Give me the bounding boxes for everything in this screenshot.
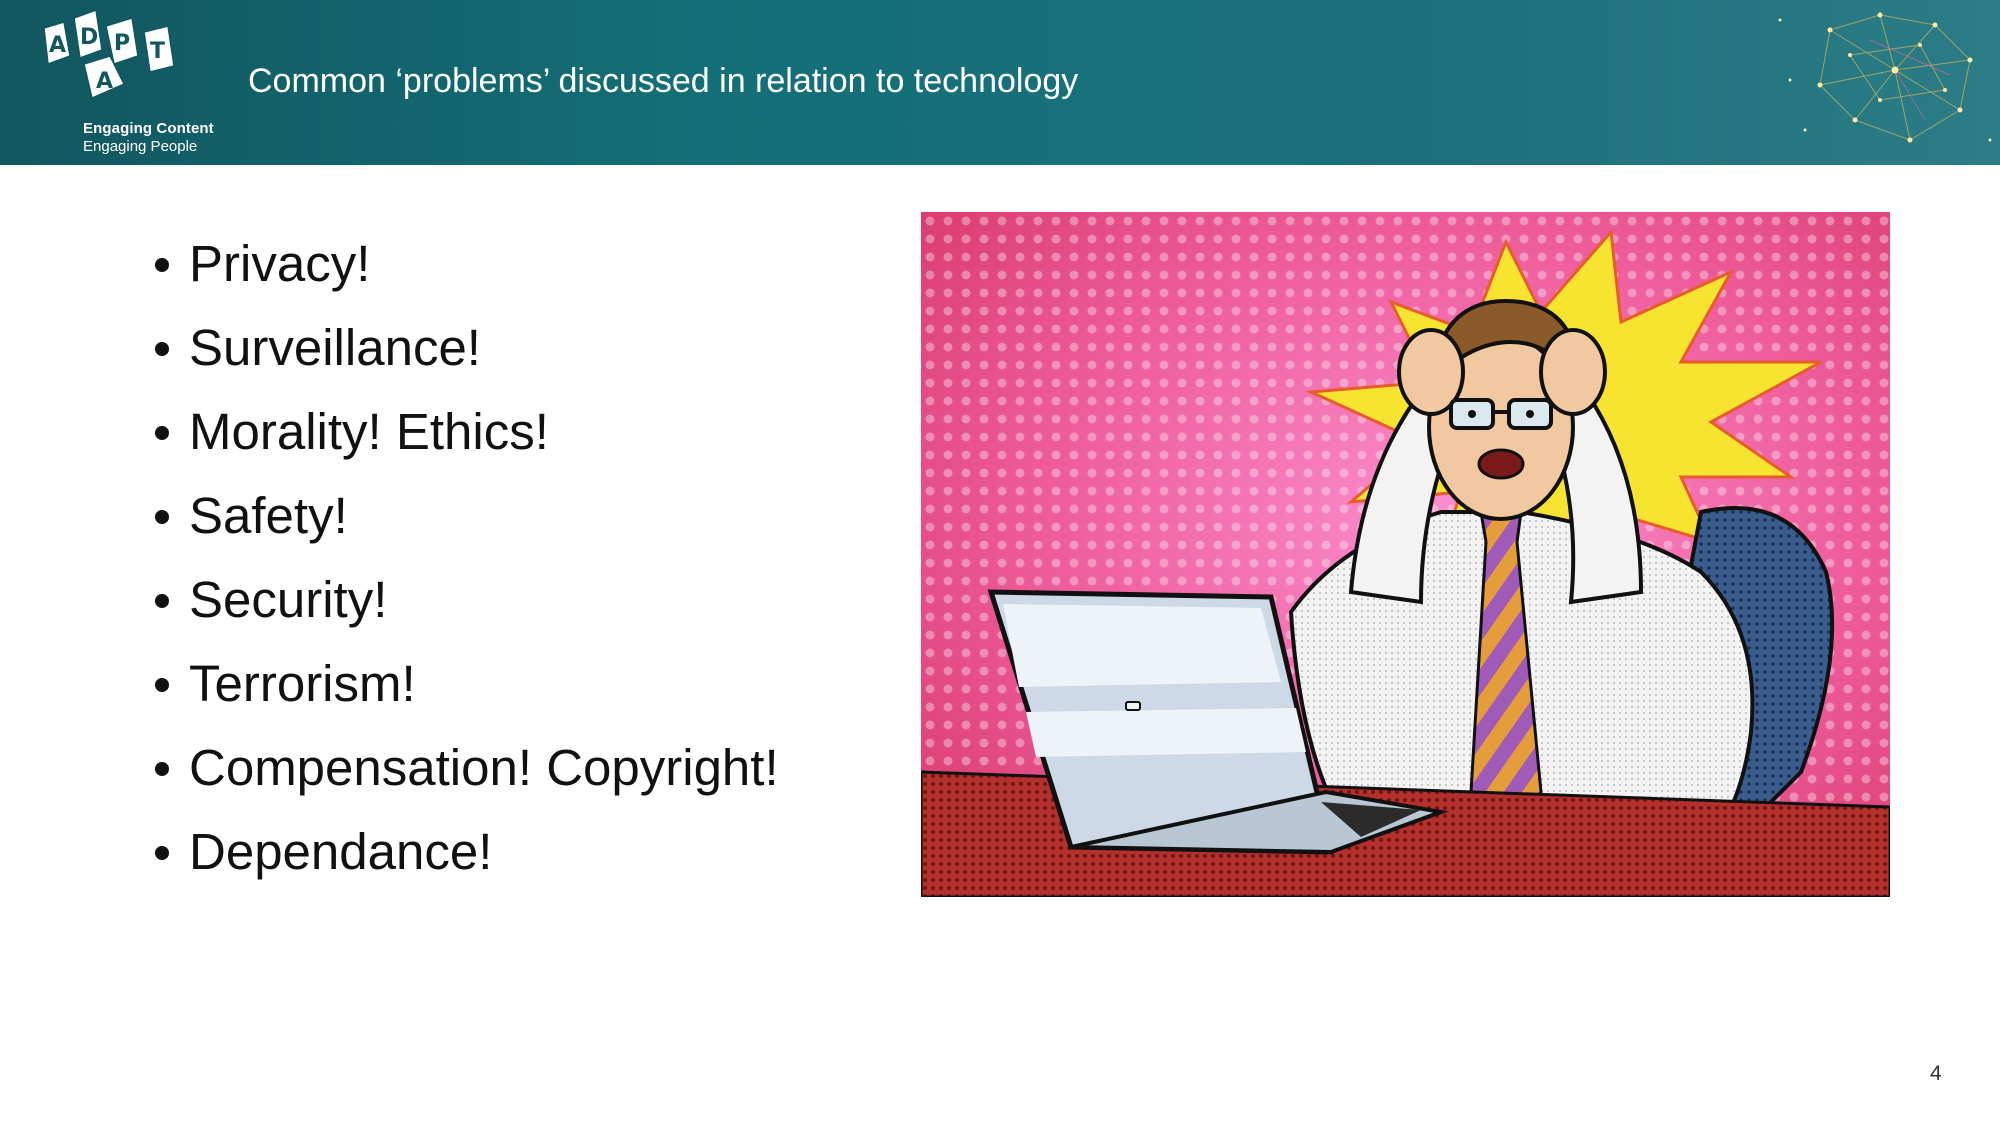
page-number: 4 xyxy=(1930,1062,1942,1085)
logo-letter-a2: A xyxy=(96,69,113,94)
logo-letter-a1: A xyxy=(49,33,66,58)
bullet-item-morality-ethics: Morality! Ethics! xyxy=(145,390,779,474)
bullet-item-safety: Safety! xyxy=(145,474,779,558)
logo-letter-t: T xyxy=(150,39,165,64)
network-brain-icon xyxy=(1778,12,1992,143)
stressed-man-at-laptop-illustration xyxy=(921,212,1890,897)
bullet-item-terrorism: Terrorism! xyxy=(145,642,779,726)
slide-header: A D A P T Engaging Content Engaging Peop… xyxy=(0,0,2000,165)
tagline-secondary: Engaging People xyxy=(83,138,198,155)
tagline-primary: Engaging Content xyxy=(83,120,214,137)
adapt-logo-icon: A D A P T xyxy=(43,8,175,100)
bullet-item-surveillance: Surveillance! xyxy=(145,306,779,390)
bullet-item-security: Security! xyxy=(145,558,779,642)
logo-letter-d: D xyxy=(80,25,98,50)
bullet-item-compensation-copyright: Compensation! Copyright! xyxy=(145,726,779,810)
slide-title: Common ‘problems’ discussed in relation … xyxy=(248,62,1079,100)
bullet-item-privacy: Privacy! xyxy=(145,222,779,306)
bullet-list: Privacy! Surveillance! Morality! Ethics!… xyxy=(145,222,779,894)
logo-letter-p: P xyxy=(114,31,130,56)
bullet-item-dependance: Dependance! xyxy=(145,810,779,894)
